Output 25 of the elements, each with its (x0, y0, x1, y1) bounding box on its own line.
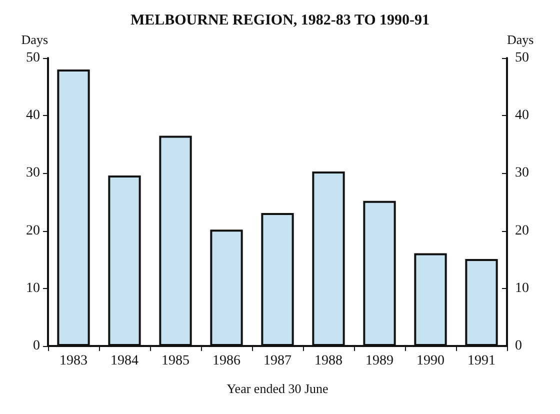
x-tick-label: 1984 (110, 354, 138, 368)
y2-tick-label: 10 (515, 280, 529, 296)
y-tick-label: 20 (26, 223, 40, 238)
x-tick-label: 1983 (60, 354, 88, 368)
y2-tick-label: 40 (515, 108, 529, 124)
x-tick-label: 1985 (162, 354, 190, 368)
x-tick-label: 1986 (212, 354, 240, 368)
y2-tick-label: 50 (515, 50, 529, 66)
x-tick-label: 1991 (468, 354, 496, 368)
y-tick-label: 40 (26, 108, 40, 124)
y-tick-label: 10 (26, 280, 40, 296)
y-tick-label: 50 (26, 50, 40, 66)
y2-tick-label: 30 (515, 166, 529, 181)
y2-tick-label: 20 (515, 223, 529, 238)
y2-axis-title: Days (507, 32, 534, 47)
y-axis-title: Days (21, 32, 48, 47)
x-tick-label: 1987 (264, 354, 292, 368)
y2-tick-label: 0 (515, 338, 522, 354)
chart-title: MELBOURNE REGION, 1982-83 TO 1990-91 (130, 12, 430, 28)
y-tick-label: 30 (26, 166, 40, 181)
y-tick-label: 0 (33, 338, 40, 354)
x-tick-label: 1990 (416, 354, 444, 368)
x-tick-label: 1989 (366, 354, 394, 368)
x-axis-title: Year ended 30 June (226, 381, 329, 396)
x-tick-label: 1988 (314, 354, 342, 368)
